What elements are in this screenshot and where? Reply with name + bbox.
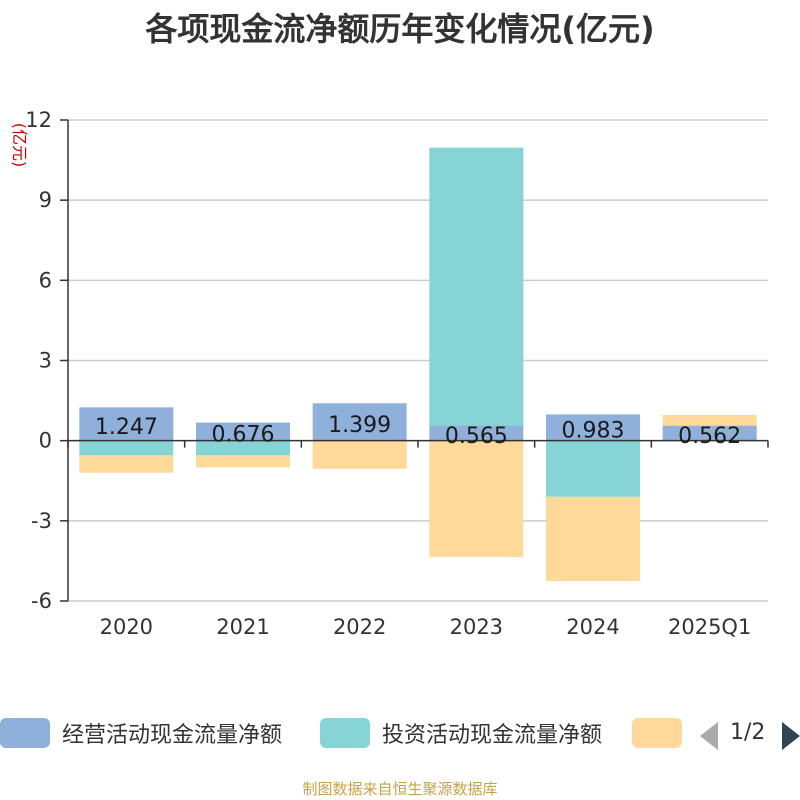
data-label: 0.565	[445, 424, 508, 449]
bar-segment	[196, 440, 290, 456]
bar-segment	[312, 403, 407, 441]
chart-title: 各项现金流净额历年变化情况(亿元)	[145, 10, 655, 48]
bar-segment	[662, 425, 757, 441]
data-label: 0.983	[562, 419, 625, 444]
x-tick-label: 2024	[566, 615, 619, 639]
x-tick-label: 2023	[450, 615, 503, 639]
bar-segment	[79, 440, 174, 456]
legend-item-financing[interactable]	[632, 718, 694, 748]
x-tick-label: 2021	[216, 615, 269, 639]
grid-lines	[68, 119, 768, 602]
source-footnote: 制图数据来自恒生聚源数据库	[302, 780, 498, 798]
y-tick-label: 9	[39, 188, 52, 212]
legend-swatch-operating	[0, 718, 50, 748]
legend-item-investing[interactable]: 投资活动现金流量净额	[320, 718, 602, 748]
data-label: 0.676	[212, 423, 275, 448]
bar-segment	[546, 414, 640, 441]
data-labels: 1.247 0.676 1.399 0.565 0.983 0.562	[95, 413, 741, 449]
legend-page-indicator: 1/2	[730, 720, 766, 745]
legend-item-operating[interactable]: 经营活动现金流量净额	[0, 718, 282, 748]
y-tick-label: -6	[31, 589, 52, 613]
bar-segment	[546, 440, 640, 497]
bar-segment	[196, 422, 290, 441]
bar-segment	[429, 440, 524, 557]
x-tick-label: 2022	[333, 615, 386, 639]
legend: 经营活动现金流量净额 投资活动现金流量净额 1/2	[0, 712, 800, 756]
y-axis-label: (亿元)	[10, 123, 29, 168]
bar-segment	[79, 407, 174, 441]
bar-segment	[312, 440, 407, 469]
legend-next-page-icon[interactable]	[782, 722, 800, 750]
bar-segment	[429, 425, 524, 441]
bar-segment	[546, 496, 640, 581]
y-tick-label: 12	[25, 108, 52, 132]
x-tick-label: 2025Q1	[668, 615, 751, 639]
bar-segment	[79, 455, 174, 473]
x-tick-label: 2020	[100, 615, 153, 639]
bar-segment	[429, 147, 524, 426]
bar-segment	[196, 455, 290, 468]
y-tick-label: 0	[39, 429, 52, 453]
data-label: 0.562	[678, 424, 741, 449]
legend-label-investing: 投资活动现金流量净额	[382, 723, 603, 748]
axes: 12 9 6 3 0 -3 -6 2020 2021 2022 2023 2024 2025Q1	[25, 108, 769, 639]
data-label: 1.399	[328, 413, 391, 438]
bars	[79, 147, 757, 581]
y-tick-label: 6	[39, 268, 52, 292]
y-tick-label: 3	[39, 349, 52, 373]
legend-prev-page-icon[interactable]	[700, 722, 718, 750]
y-tick-label: -3	[31, 509, 52, 533]
bar-segment	[662, 414, 757, 426]
legend-label-operating: 经营活动现金流量净额	[62, 723, 283, 748]
data-label: 1.247	[95, 415, 158, 440]
legend-swatch-investing	[320, 718, 370, 748]
legend-swatch-financing	[632, 718, 682, 748]
